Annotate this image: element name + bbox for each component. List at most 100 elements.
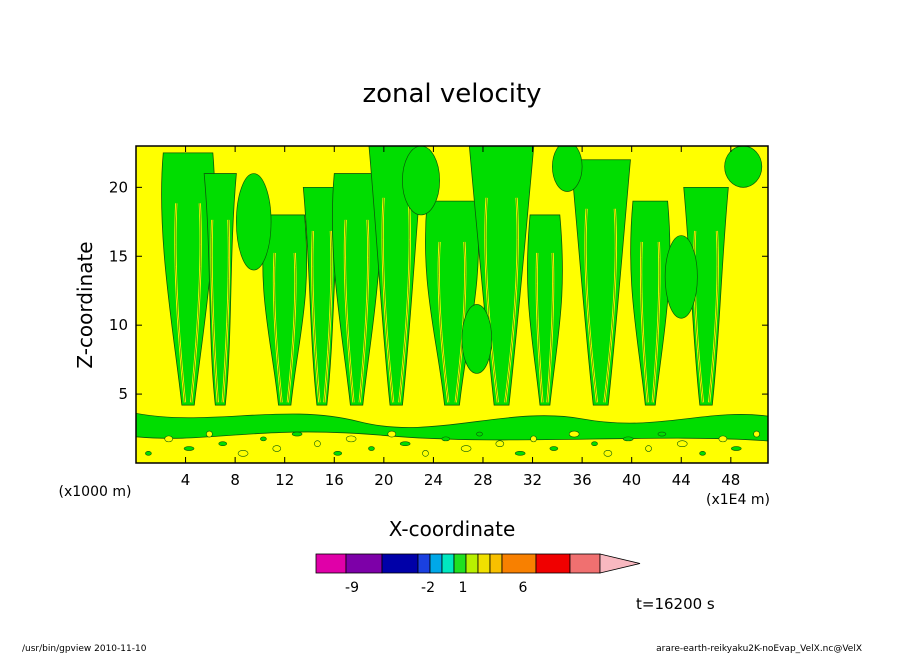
colorbar-swatch <box>429 553 443 574</box>
surface-cell <box>387 430 397 438</box>
colorbar-swatch <box>489 553 503 574</box>
x-tick-label: 44 <box>672 471 691 489</box>
contour-line <box>438 241 449 403</box>
contour-line <box>382 197 394 403</box>
negative-velocity-cell <box>461 304 493 374</box>
colorbar-label: 1 <box>459 580 468 596</box>
surface-cell <box>495 440 505 448</box>
y-tick-label: 15 <box>109 247 128 265</box>
footer-right: arare-earth-reikyaku2K-noEvap_VelX.nc@Ve… <box>656 644 862 654</box>
negative-velocity-cell <box>236 173 272 271</box>
surface-cell <box>476 431 483 437</box>
contour-line <box>287 252 296 403</box>
contour-line <box>273 252 282 403</box>
contour-line <box>547 252 554 403</box>
colorbar-swatch <box>381 553 419 574</box>
contour-line <box>175 203 186 403</box>
surface-cell <box>657 431 667 437</box>
surface-cell <box>622 436 634 442</box>
surface-cell <box>568 430 580 438</box>
x-tick-label: 40 <box>622 471 641 489</box>
y-tick-label: 10 <box>109 316 128 334</box>
surface-cell <box>272 445 282 452</box>
x-tick-label: 28 <box>473 471 492 489</box>
plot-frame <box>135 145 769 464</box>
lower-layer-band <box>136 412 768 442</box>
colorbar-swatch <box>417 553 431 574</box>
surface-cell <box>530 435 537 443</box>
surface-cell <box>399 441 411 447</box>
chart-title: zonal velocity <box>362 79 541 109</box>
contour-line <box>455 241 466 403</box>
x-unit-note: (x1E4 m) <box>706 492 770 508</box>
surface-cell <box>164 435 174 443</box>
surface-cell <box>291 431 303 437</box>
x-axis-ticks: 4 8 12 16 20 24 28 32 36 40 44 48 <box>181 146 740 489</box>
surface-cell <box>237 450 249 457</box>
colorbar-swatch <box>315 553 347 574</box>
colorbar-swatch <box>441 553 455 574</box>
x-axis-label: X-coordinate <box>389 517 516 541</box>
colorbar-swatch <box>501 553 537 574</box>
surface-cell <box>260 436 267 442</box>
contour-line <box>485 197 499 403</box>
surface-cell <box>145 451 152 456</box>
contour-line <box>312 230 320 403</box>
colorbar-swatch <box>569 553 601 574</box>
x-tick-label: 12 <box>275 471 294 489</box>
x-tick-label: 32 <box>523 471 542 489</box>
contour-line <box>708 230 718 403</box>
surface-cell <box>333 451 343 456</box>
colorbar-label: 6 <box>519 580 528 596</box>
colorbar <box>315 553 641 574</box>
contour-line <box>536 252 543 403</box>
contour-line <box>694 230 704 403</box>
negative-velocity-cell <box>664 235 698 319</box>
negative-velocity-cell <box>402 146 440 216</box>
surface-cell <box>603 450 613 457</box>
time-label: t=16200 s <box>636 595 715 613</box>
contour-line <box>505 197 518 403</box>
surface-cell <box>218 441 228 447</box>
colorbar-arrow <box>599 553 641 574</box>
surface-cell <box>645 445 652 452</box>
x-tick-label: 20 <box>374 471 393 489</box>
surface-cell <box>314 440 321 448</box>
contour-line <box>359 219 369 403</box>
surface-cell <box>460 445 472 452</box>
surface-cell <box>422 450 429 457</box>
y-unit-note: (x1000 m) <box>59 484 132 500</box>
surface-cell <box>368 446 375 451</box>
x-tick-label: 16 <box>325 471 344 489</box>
y-tick-label: 20 <box>109 178 128 196</box>
velocity-field <box>136 146 768 463</box>
surface-cell <box>345 435 357 443</box>
surface-cell <box>183 446 195 451</box>
x-tick-label: 48 <box>721 471 740 489</box>
surface-cell <box>591 441 598 447</box>
colorbar-swatch <box>345 553 383 574</box>
surface-cell <box>676 440 688 448</box>
y-axis-label: Z-coordinate <box>73 241 97 368</box>
surface-cell <box>753 430 760 438</box>
y-axis-ticks: 5 10 15 20 <box>109 178 768 403</box>
contour-line <box>652 241 660 403</box>
contour-line <box>604 208 617 403</box>
surface-cell <box>718 435 728 443</box>
colorbar-swatch <box>453 553 467 574</box>
contour-line <box>324 230 332 403</box>
surface-cell <box>514 451 526 456</box>
colorbar-swatch <box>535 553 571 574</box>
surface-cell <box>730 446 742 451</box>
colorbar-swatch <box>465 553 479 574</box>
colorbar-labels: -9 -2 1 6 <box>345 580 528 596</box>
x-tick-label: 24 <box>424 471 443 489</box>
footer-left: /usr/bin/gpview 2010-11-10 <box>22 644 147 654</box>
contour-line <box>211 219 219 403</box>
colorbar-label: -2 <box>421 580 435 596</box>
contour-line <box>640 241 649 403</box>
contour-line <box>190 203 201 403</box>
surface-cell <box>441 436 451 442</box>
